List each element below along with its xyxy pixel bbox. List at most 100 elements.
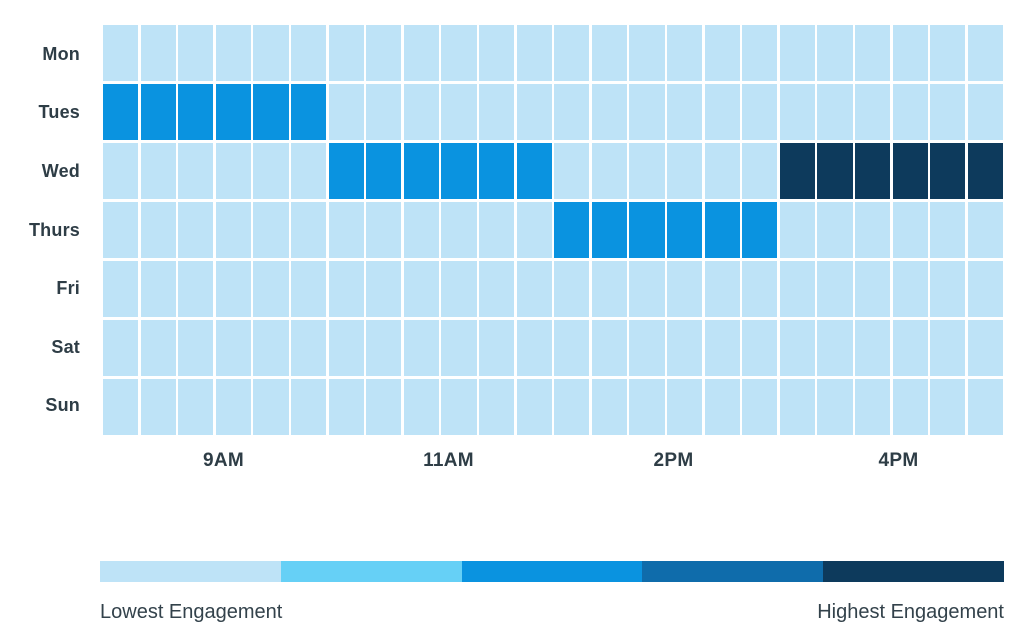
heatmap-cell	[554, 142, 590, 200]
heatmap-cell	[366, 378, 402, 435]
heatmap-cell	[817, 260, 853, 318]
heatmap-cell	[930, 25, 966, 82]
day-label: Wed	[41, 160, 80, 181]
day-label: Sat	[51, 336, 80, 357]
heatmap-cell	[103, 25, 139, 82]
heatmap-cell	[667, 25, 703, 82]
heatmap-cell	[892, 25, 928, 82]
heatmap-cell	[140, 83, 176, 141]
heatmap-cell	[892, 378, 928, 435]
heatmap-cell	[742, 260, 778, 318]
heatmap-cell	[403, 25, 439, 82]
heatmap-cell	[704, 25, 740, 82]
heatmap-cell	[704, 142, 740, 200]
heatmap-cell	[817, 25, 853, 82]
heatmap-cell	[554, 83, 590, 141]
heatmap-cell	[178, 378, 214, 435]
heatmap-cell	[366, 319, 402, 377]
heatmap-cell	[328, 378, 364, 435]
heatmap-cell	[253, 25, 289, 82]
heatmap-cell	[328, 260, 364, 318]
heatmap-cell	[591, 142, 627, 200]
heatmap-cell	[817, 83, 853, 141]
day-label: Thurs	[28, 219, 80, 240]
heatmap-cell	[855, 25, 891, 82]
heatmap-cell	[554, 201, 590, 259]
heatmap-cell	[591, 319, 627, 377]
heatmap-cell	[140, 142, 176, 200]
heatmap-cell	[967, 142, 1003, 200]
heatmap-cell	[704, 378, 740, 435]
heatmap-cell	[479, 201, 515, 259]
heatmap-cell	[892, 260, 928, 318]
heatmap-cell	[403, 201, 439, 259]
heatmap-cell	[667, 260, 703, 318]
heatmap-cell	[930, 201, 966, 259]
day-labels: Mon Tues Wed Thurs Fri Sat Sun	[0, 25, 80, 435]
heatmap-cell	[403, 319, 439, 377]
heatmap-cell	[817, 319, 853, 377]
heatmap-cell	[441, 83, 477, 141]
heatmap-cell	[291, 319, 327, 377]
heatmap-cell	[930, 260, 966, 318]
heatmap-cell	[103, 201, 139, 259]
heatmap-cell	[779, 378, 815, 435]
heatmap-cell	[892, 83, 928, 141]
heatmap-cell	[930, 142, 966, 200]
heatmap-cell	[479, 25, 515, 82]
legend-segment	[823, 561, 1004, 582]
heatmap-cell	[554, 378, 590, 435]
heatmap-cell	[291, 378, 327, 435]
heatmap-cell	[291, 260, 327, 318]
heatmap-cell	[779, 142, 815, 200]
heatmap-cell	[366, 83, 402, 141]
heatmap-cell	[930, 319, 966, 377]
day-label: Fri	[56, 278, 80, 299]
legend-segment	[100, 561, 281, 582]
heatmap-cell	[441, 142, 477, 200]
heatmap-cell	[817, 201, 853, 259]
heatmap-cell	[704, 83, 740, 141]
heatmap-cell	[516, 201, 552, 259]
heatmap-cell	[291, 201, 327, 259]
heatmap-cell	[591, 260, 627, 318]
heatmap-cell	[855, 260, 891, 318]
heatmap-cell	[328, 201, 364, 259]
heatmap-cell	[479, 260, 515, 318]
legend-highest-label: Highest Engagement	[817, 601, 1004, 623]
heatmap-cell	[667, 378, 703, 435]
heatmap-cell	[667, 142, 703, 200]
heatmap-cell	[253, 201, 289, 259]
heatmap-cell	[103, 319, 139, 377]
heatmap-cell	[215, 319, 251, 377]
heatmap-cell	[479, 319, 515, 377]
heatmap-cell	[967, 201, 1003, 259]
heatmap-cell	[328, 319, 364, 377]
heatmap-cell	[215, 201, 251, 259]
heatmap-cell	[441, 260, 477, 318]
heatmap-cell	[140, 378, 176, 435]
heatmap-cell	[704, 319, 740, 377]
legend-segment	[461, 561, 643, 582]
heatmap-cell	[892, 319, 928, 377]
heatmap-cell	[516, 378, 552, 435]
heatmap-cell	[103, 260, 139, 318]
heatmap-cell	[103, 142, 139, 200]
heatmap-cell	[479, 142, 515, 200]
heatmap-cell	[855, 83, 891, 141]
heatmap-cell	[629, 25, 665, 82]
heatmap-cell	[103, 83, 139, 141]
heatmap-cell	[591, 378, 627, 435]
legend-lowest-label: Lowest Engagement	[100, 601, 283, 623]
legend-gradient-bar	[100, 561, 1004, 582]
heatmap-cell	[667, 201, 703, 259]
heatmap-cell	[892, 201, 928, 259]
heatmap-cell	[742, 142, 778, 200]
heatmap-cell	[779, 25, 815, 82]
heatmap-cell	[441, 319, 477, 377]
heatmap-cell	[328, 25, 364, 82]
time-label: 9AM	[202, 450, 244, 471]
day-label: Tues	[38, 102, 80, 123]
heatmap-cell	[140, 201, 176, 259]
